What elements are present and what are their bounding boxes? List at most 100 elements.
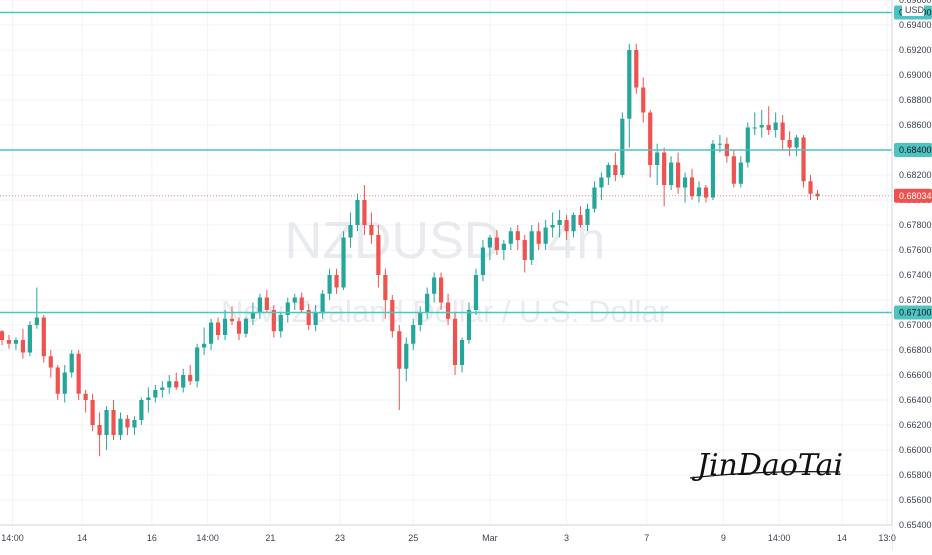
candle[interactable] (689, 168, 695, 200)
candle[interactable] (174, 372, 179, 391)
candle[interactable] (466, 302, 472, 344)
candle[interactable] (62, 365, 67, 403)
candle[interactable] (146, 387, 151, 413)
candle[interactable] (13, 337, 19, 351)
candle[interactable] (425, 287, 430, 319)
candle[interactable] (501, 240, 506, 260)
candle[interactable] (362, 185, 367, 235)
candle[interactable] (132, 416, 137, 435)
candle[interactable] (529, 225, 534, 265)
candle[interactable] (487, 235, 492, 260)
candle[interactable] (745, 122, 750, 168)
candle[interactable] (703, 185, 709, 203)
candle[interactable] (620, 112, 625, 178)
candle[interactable] (571, 212, 576, 238)
candle[interactable] (341, 231, 346, 290)
candle[interactable] (306, 303, 311, 330)
candle[interactable] (41, 315, 46, 363)
candle[interactable] (675, 152, 681, 194)
candle[interactable] (160, 381, 165, 398)
candle[interactable] (780, 115, 785, 150)
candle[interactable] (222, 310, 228, 340)
candle[interactable] (815, 190, 820, 200)
candle[interactable] (104, 406, 109, 450)
candle[interactable] (153, 385, 158, 403)
candle[interactable] (55, 365, 60, 400)
candle[interactable] (181, 368, 186, 393)
candle[interactable] (257, 293, 262, 319)
candle[interactable] (111, 400, 116, 440)
candle[interactable] (215, 317, 221, 341)
candle[interactable] (390, 295, 395, 338)
candle[interactable] (383, 268, 388, 319)
candle[interactable] (459, 337, 465, 373)
candle[interactable] (320, 290, 325, 319)
candle[interactable] (292, 293, 297, 310)
candle[interactable] (334, 268, 339, 294)
candle[interactable] (27, 321, 32, 357)
candle[interactable] (271, 305, 276, 338)
candle[interactable] (759, 110, 764, 138)
candle[interactable] (34, 287, 39, 329)
candle[interactable] (209, 318, 214, 350)
candle[interactable] (20, 328, 26, 359)
candle[interactable] (327, 268, 332, 300)
candle[interactable] (682, 172, 688, 203)
candle[interactable] (473, 268, 479, 315)
candle[interactable] (738, 156, 743, 188)
candle[interactable] (313, 305, 318, 332)
candle[interactable] (299, 292, 304, 313)
candle[interactable] (90, 393, 95, 432)
candle[interactable] (418, 306, 423, 332)
candle[interactable] (627, 43, 632, 148)
candle[interactable] (397, 325, 402, 410)
candle[interactable] (508, 227, 513, 251)
candle[interactable] (599, 172, 604, 201)
candle[interactable] (195, 343, 200, 388)
candle[interactable] (139, 397, 144, 426)
candle[interactable] (648, 110, 653, 178)
candles[interactable] (0, 43, 820, 457)
candle[interactable] (202, 327, 207, 356)
candle[interactable] (801, 135, 806, 188)
candle[interactable] (550, 212, 555, 238)
candle[interactable] (236, 317, 242, 341)
candle[interactable] (264, 290, 269, 313)
candle[interactable] (585, 203, 590, 232)
candle[interactable] (543, 220, 548, 250)
candle[interactable] (773, 112, 778, 138)
candle[interactable] (411, 318, 416, 350)
candle[interactable] (445, 293, 451, 325)
candle[interactable] (278, 312, 283, 338)
candle[interactable] (125, 415, 130, 435)
candle[interactable] (592, 181, 597, 213)
candle[interactable] (662, 147, 667, 207)
candle[interactable] (710, 140, 716, 200)
candle[interactable] (669, 156, 674, 190)
level-badge[interactable] (894, 305, 932, 320)
currency-label[interactable]: USD (905, 5, 925, 15)
candle[interactable] (243, 317, 249, 338)
candle[interactable] (606, 162, 611, 186)
candle[interactable] (787, 131, 792, 157)
candle[interactable] (794, 135, 799, 157)
candle[interactable] (6, 335, 12, 349)
candle[interactable] (188, 365, 193, 385)
horizontal-levels[interactable] (0, 11, 892, 314)
candle[interactable] (731, 150, 736, 188)
candle[interactable] (97, 412, 102, 457)
candle[interactable] (250, 302, 256, 326)
candle[interactable] (432, 272, 437, 303)
candle[interactable] (355, 193, 360, 232)
candle[interactable] (285, 297, 290, 323)
candle[interactable] (69, 350, 74, 378)
candle[interactable] (578, 206, 583, 228)
candle[interactable] (557, 210, 562, 238)
candle[interactable] (0, 330, 5, 345)
candle[interactable] (522, 235, 527, 273)
candle[interactable] (118, 412, 123, 441)
candle[interactable] (641, 77, 646, 123)
candle[interactable] (48, 350, 53, 378)
candle[interactable] (83, 390, 88, 413)
candle[interactable] (634, 43, 639, 94)
